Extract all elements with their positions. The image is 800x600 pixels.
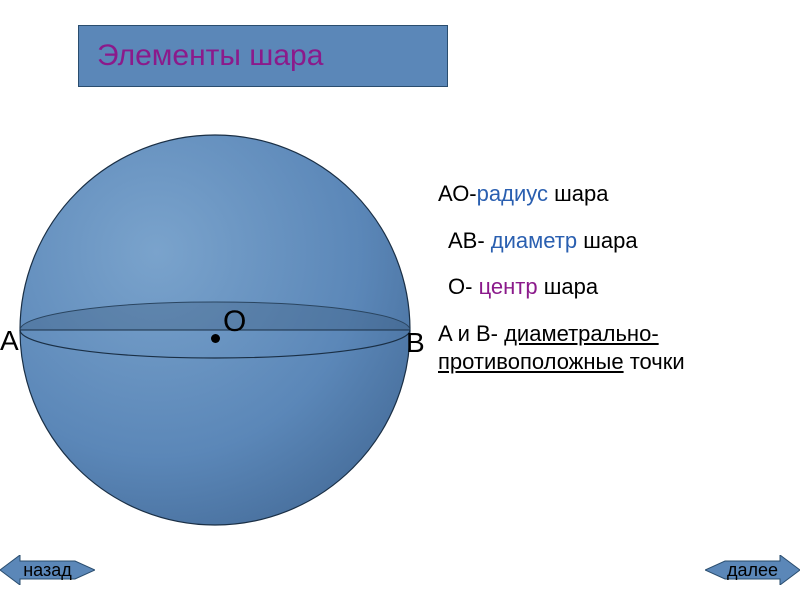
def-radius-suffix: шара	[548, 181, 608, 206]
def-diameter-suffix: шара	[577, 228, 637, 253]
back-button[interactable]: назад	[0, 555, 95, 585]
next-button[interactable]: далее	[705, 555, 800, 585]
def-center: О- центр шара	[448, 273, 788, 302]
def-opposite-u2: противоположные	[438, 349, 624, 374]
title-panel: Элементы шара	[78, 25, 448, 87]
def-radius-hl: радиус	[477, 181, 548, 206]
def-opposite-prefix: A и B-	[438, 321, 504, 346]
def-opposite-u1: диаметрально-	[504, 321, 659, 346]
def-opposite-suffix: точки	[624, 349, 685, 374]
label-a: A	[0, 325, 19, 357]
definitions: АО-радиус шара АВ- диаметр шара О- центр…	[438, 180, 788, 395]
label-o: О	[223, 305, 246, 339]
next-label: далее	[727, 560, 778, 581]
def-diameter: АВ- диаметр шара	[448, 227, 788, 256]
def-diameter-prefix: АВ-	[448, 228, 491, 253]
label-b: В	[406, 327, 425, 359]
def-center-hl: центр	[479, 274, 538, 299]
center-dot	[211, 334, 220, 343]
def-radius-prefix: АО-	[438, 181, 477, 206]
page-title: Элементы шара	[97, 39, 323, 73]
def-center-prefix: О-	[448, 274, 479, 299]
sphere-diagram	[15, 130, 415, 530]
def-opposite: A и B- диаметрально-противоположные точк…	[438, 320, 788, 377]
def-center-suffix: шара	[538, 274, 598, 299]
back-label: назад	[23, 560, 72, 581]
def-diameter-hl: диаметр	[491, 228, 577, 253]
def-radius: АО-радиус шара	[438, 180, 788, 209]
